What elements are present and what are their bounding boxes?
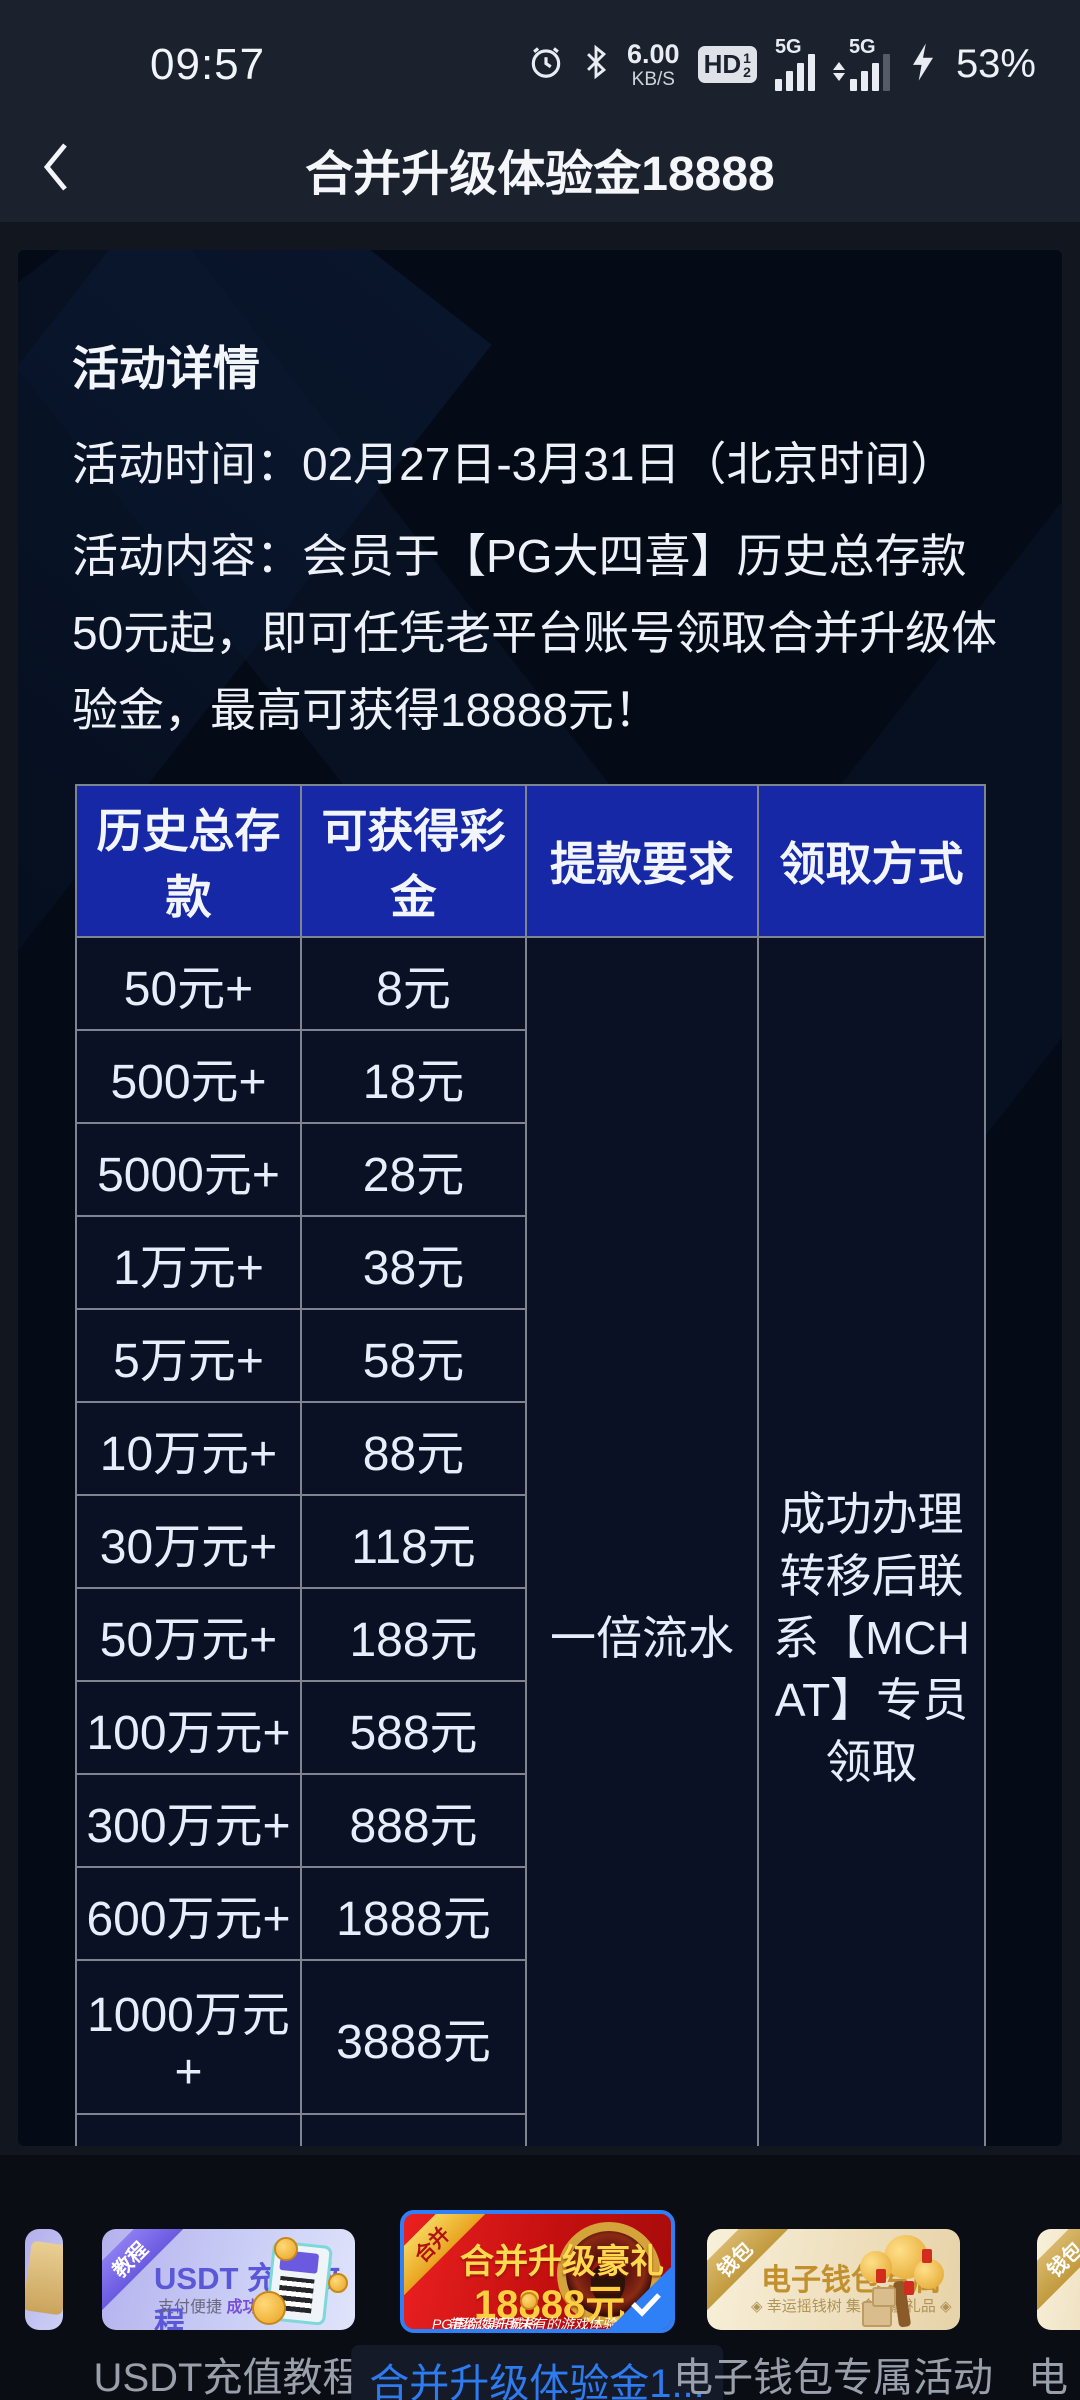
carousel-card-partial-left[interactable] (25, 2229, 63, 2330)
coin-decoration (328, 2273, 348, 2293)
table-row: 500元+ 18元 (75, 1029, 985, 1124)
table-row: 100万元+ 588元 (75, 1680, 985, 1775)
table-row: 1000万元+ 3888元 (75, 1959, 985, 2115)
merge-card-line2: 带给您前所未有的游戏体验! (448, 2316, 620, 2332)
content-area: 活动详情 活动时间：02月27日-3月31日（北京时间） 活动内容：会员于【PG… (0, 222, 1080, 2155)
back-button[interactable] (22, 129, 92, 209)
carousel-card-partial-right[interactable]: 钱包 电 (1037, 2229, 1080, 2330)
speed-value: 6.00 (627, 38, 680, 69)
activity-details-heading: 活动详情 (72, 342, 260, 395)
table-row: 1万元+ 38元 (75, 1215, 985, 1310)
signal-sim2-icon: 5G (832, 36, 890, 91)
activity-time-text: 活动时间：02月27日-3月31日（北京时间） (72, 438, 957, 490)
speed-unit: KB/S (631, 68, 675, 90)
table-header-row: 历史总存款 可获得彩金 提款要求 领取方式 (75, 784, 986, 938)
col-header-claim: 领取方式 (757, 784, 986, 938)
merge-card-line1: PG国际娱乐城将 (432, 2316, 537, 2332)
status-bar: 09:57 6.00 KB/S HD 1 2 (0, 0, 1080, 115)
carousel-card-merge-selected[interactable]: 合并 合并升级豪礼 18888元 PG国际娱乐城将 带给您前所未有的游戏体验! (400, 2210, 675, 2333)
bluetooth-icon (583, 43, 609, 86)
activity-content-text: 活动内容：会员于【PG大四喜】历史总存款50元起，即可任凭老平台账号领取合并升级… (72, 530, 998, 736)
data-arrows-icon (832, 62, 845, 81)
table-row: 600万元+ 1888元 (75, 1866, 985, 1961)
claim-method-cell: 成功办理转移后联系【MCHAT】专员领取 (757, 936, 986, 2146)
table-row: 50万元+ 188元 (75, 1587, 985, 1682)
table-row: 300万元+ 888元 (75, 1773, 985, 1868)
ribbon-badge: 钱包 (1037, 2229, 1080, 2313)
network-speed: 6.00 KB/S (627, 38, 680, 90)
table-row: 30万元+ 118元 (75, 1494, 985, 1589)
merge-card-amount: 18888元 (474, 2283, 626, 2327)
col-header-deposit: 历史总存款 (75, 784, 302, 938)
clock-time: 09:57 (150, 39, 266, 89)
table-row: 10万元+ 88元 (75, 1401, 985, 1496)
status-icons: 6.00 KB/S HD 1 2 5G (527, 36, 1036, 91)
carousel-card-wallet[interactable]: 钱包 电子钱包专属 ◈ 幸运摇钱树 集金钱赢礼品 ◈ (707, 2229, 960, 2330)
carousel-label-usdt[interactable]: USDT充值教程 (93, 2356, 363, 2400)
table-row: 5000元+ 28元 (75, 1122, 985, 1217)
table-row: 50元+ 8元 一倍流水 成功办理转移后联系【MCHAT】专员领取 (75, 936, 986, 2146)
signal-sim1-icon: 5G (774, 36, 815, 91)
carousel-card-usdt[interactable]: 教程 USDT 充值教程 支付便捷 成功率100% (102, 2229, 355, 2330)
gold-treasure-decoration (25, 2240, 63, 2316)
volte-hd-icon: HD 1 2 (697, 46, 757, 83)
bonus-table: 历史总存款 可获得彩金 提款要求 领取方式 50元+ 8元 一倍流水 成功办理转… (75, 784, 986, 2146)
withdraw-requirement-cell: 一倍流水 (525, 936, 759, 2146)
carousel-label-wallet[interactable]: 电子钱包专属活动 (673, 2356, 993, 2400)
col-header-bonus: 可获得彩金 (300, 784, 527, 938)
back-chevron-icon (39, 139, 75, 200)
alarm-icon (527, 43, 565, 86)
carousel-label-partial[interactable]: 电 (1028, 2356, 1068, 2400)
table-row: 3000万元5888元 (75, 2113, 985, 2146)
charging-bolt-icon (908, 42, 938, 87)
coin-decoration (274, 2237, 298, 2261)
table-row: 5万元+ 58元 (75, 1308, 985, 1403)
page-title: 合并升级体验金18888 (305, 147, 775, 201)
coin-decoration (520, 2292, 538, 2310)
col-header-withdraw: 提款要求 (525, 784, 759, 938)
money-tree-illustration (856, 2235, 946, 2328)
carousel-label-merge-selected[interactable]: 合并升级体验金1... (351, 2345, 723, 2400)
coin-decoration (252, 2291, 286, 2325)
check-icon (629, 2290, 663, 2323)
activity-panel: 活动详情 活动时间：02月27日-3月31日（北京时间） 活动内容：会员于【PG… (18, 250, 1062, 2146)
battery-percentage: 53% (955, 42, 1036, 86)
promo-carousel: 教程 USDT 充值教程 支付便捷 成功率100% 合并 合并升级豪礼 1888… (0, 2155, 1080, 2400)
nav-bar: 合并升级体验金18888 (0, 115, 1080, 222)
